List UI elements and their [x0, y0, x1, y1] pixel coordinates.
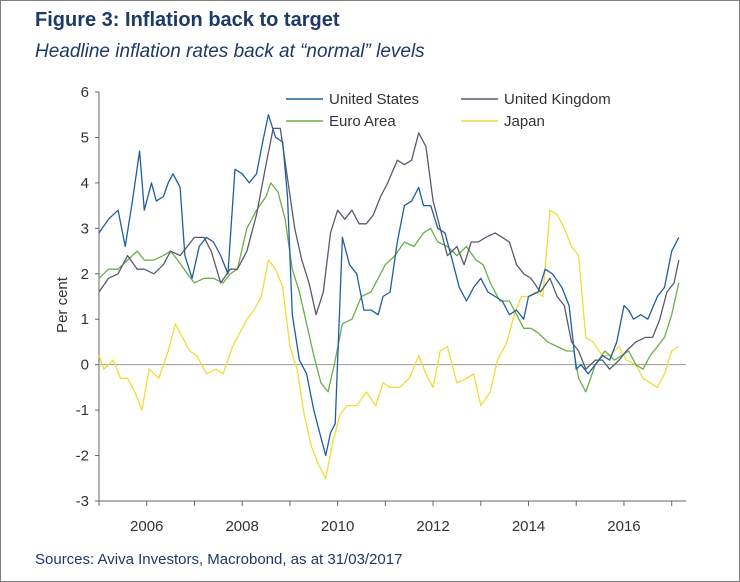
- source-note: Sources: Aviva Investors, Macrobond, as …: [35, 551, 403, 568]
- series-line-united-states: [98, 114, 680, 457]
- y-tick-label: 4: [81, 175, 89, 192]
- series-line-united-kingdom: [98, 127, 680, 370]
- series-layer: [98, 114, 680, 479]
- legend-label-euro-area: Euro Area: [329, 113, 396, 130]
- legend-label-japan: Japan: [504, 113, 545, 130]
- y-tick-label: 3: [81, 220, 89, 237]
- x-tick-label: 2014: [512, 518, 545, 535]
- figure-title: Figure 3: Inflation back to target: [35, 9, 340, 31]
- y-tick-label: 6: [81, 84, 89, 101]
- y-tick-label: 1: [81, 311, 89, 328]
- x-tick-label: 2008: [225, 518, 258, 535]
- x-tick-label: 2016: [607, 518, 640, 535]
- legend-label-united-kingdom: United Kingdom: [504, 91, 611, 108]
- y-axis-label: Per cent: [54, 276, 71, 333]
- figure-subtitle: Headline inflation rates back at “normal…: [35, 41, 425, 62]
- y-tick-label: 2: [81, 266, 89, 283]
- x-tick-label: 2012: [416, 518, 449, 535]
- series-line-japan: [98, 209, 680, 479]
- x-tick-label: 2010: [321, 518, 354, 535]
- y-tick-label: 5: [81, 129, 89, 146]
- legend-label-united-states: United States: [329, 91, 419, 108]
- legend-layer: United States United Kingdom Euro Area Japa…: [286, 91, 611, 130]
- y-tick-label: -3: [76, 493, 89, 510]
- series-line-euro-area: [98, 182, 680, 393]
- y-tick-label: -2: [76, 448, 89, 465]
- y-tick-label: -1: [76, 402, 89, 419]
- y-tick-label: 0: [81, 357, 89, 374]
- axis-layer: -3 -2 -1 0 1 2 3 4 5 6 2006 2008 2010 2012 2014 2016: [76, 84, 686, 535]
- x-tick-label: 2006: [130, 518, 163, 535]
